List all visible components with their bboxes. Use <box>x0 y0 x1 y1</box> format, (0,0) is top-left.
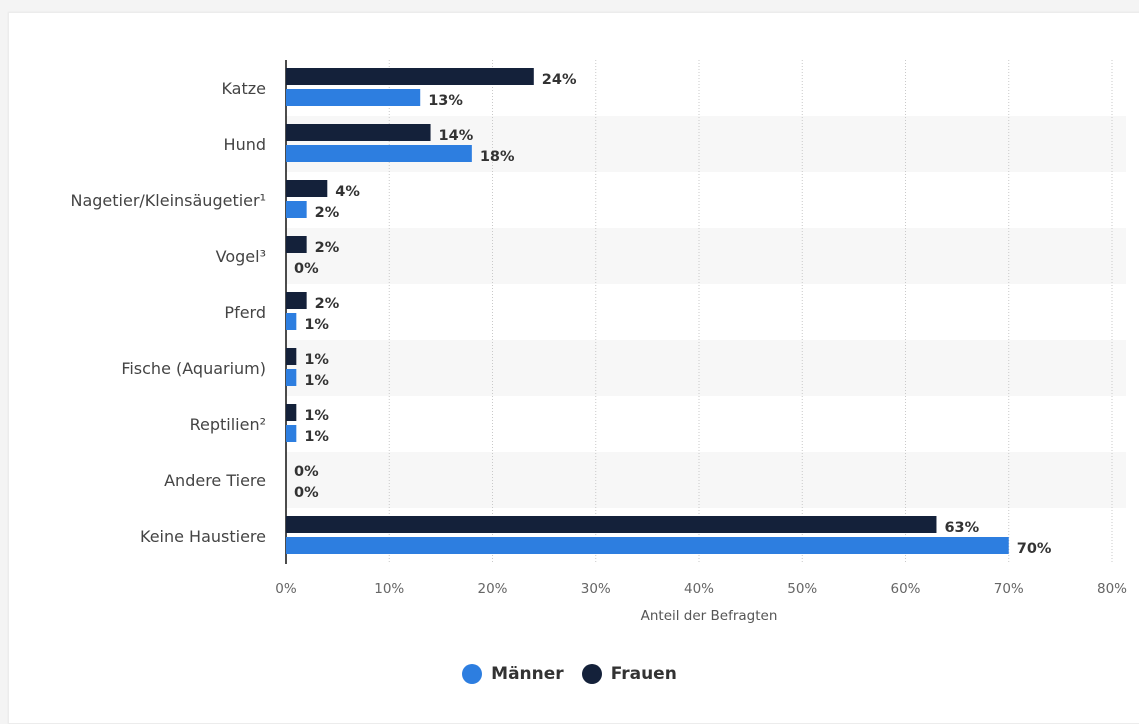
bar-frauen <box>286 68 534 85</box>
bar-maenner <box>286 369 297 386</box>
category-label: Vogel³ <box>216 247 266 266</box>
data-label: 2% <box>315 296 340 312</box>
category-label: Katze <box>221 79 266 98</box>
data-label: 14% <box>439 128 474 144</box>
legend-marker-frauen <box>581 664 602 684</box>
data-label: 13% <box>428 93 463 109</box>
data-label: 2% <box>315 240 340 256</box>
data-label: 1% <box>304 373 329 389</box>
data-label: 0% <box>294 464 319 480</box>
legend-label-maenner: Männer <box>491 664 564 684</box>
data-label: 4% <box>335 184 360 200</box>
chart-legend: Männer Frauen <box>0 664 1139 684</box>
x-tick-label: 70% <box>994 581 1024 597</box>
x-tick-label: 30% <box>581 581 611 597</box>
bar-maenner <box>286 425 297 442</box>
bar-frauen <box>286 124 431 141</box>
data-label: 1% <box>304 408 329 424</box>
x-axis-title: Anteil der Befragten <box>641 608 778 624</box>
legend-item-maenner[interactable]: Männer <box>462 664 564 684</box>
bar-frauen <box>286 348 297 365</box>
bar-frauen <box>286 404 297 421</box>
data-label: 24% <box>542 72 577 88</box>
data-label: 0% <box>294 261 319 277</box>
bar-frauen <box>286 180 328 197</box>
legend-marker-maenner <box>462 664 483 684</box>
data-label: 1% <box>304 317 329 333</box>
data-label: 1% <box>304 429 329 445</box>
category-label: Nagetier/Kleinsäugetier¹ <box>70 191 266 210</box>
legend-label-frauen: Frauen <box>610 664 677 684</box>
x-tick-label: 60% <box>890 581 920 597</box>
x-tick-label: 50% <box>787 581 817 597</box>
category-label: Andere Tiere <box>164 471 266 490</box>
row-band <box>286 340 1126 396</box>
bar-frauen <box>286 516 937 533</box>
category-label: Pferd <box>224 303 266 322</box>
row-band <box>286 452 1126 508</box>
legend-item-frauen[interactable]: Frauen <box>581 664 677 684</box>
data-label: 0% <box>294 485 319 501</box>
category-label: Keine Haustiere <box>140 527 266 546</box>
x-tick-label: 80% <box>1097 581 1127 597</box>
bar-chart: 0% 10% 20% 30% 40% 50% 60% 70% 80% Anteil der Bef… <box>70 60 1127 624</box>
bar-frauen <box>286 236 307 253</box>
data-label: 18% <box>480 149 515 165</box>
data-label: 1% <box>304 352 329 368</box>
data-label: 63% <box>944 520 979 536</box>
row-band <box>286 228 1126 284</box>
category-label: Hund <box>224 135 266 154</box>
x-tick-label: 10% <box>374 581 404 597</box>
data-label: 2% <box>315 205 340 221</box>
bar-maenner <box>286 313 297 330</box>
x-tick-label: 20% <box>477 581 507 597</box>
bar-frauen <box>286 292 307 309</box>
category-label: Reptilien² <box>190 415 266 434</box>
bar-maenner <box>286 145 472 162</box>
bar-maenner <box>286 89 421 106</box>
data-label: 70% <box>1017 541 1052 557</box>
bar-maenner <box>286 201 307 218</box>
x-tick-label: 40% <box>684 581 714 597</box>
bar-maenner <box>286 537 1009 554</box>
x-tick-label: 0% <box>275 581 297 597</box>
category-label: Fische (Aquarium) <box>121 359 266 378</box>
